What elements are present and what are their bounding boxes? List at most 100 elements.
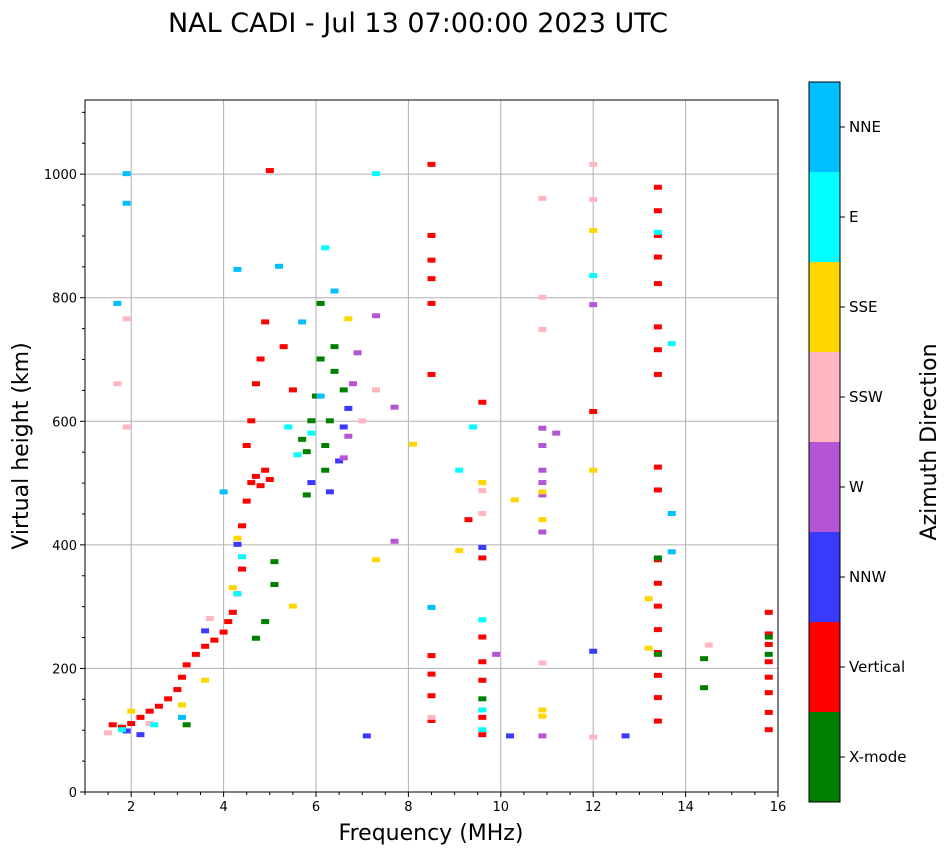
echo-mark-nne	[275, 263, 284, 269]
echo-mark-vertical	[653, 464, 662, 470]
colorbar-tick-label: SSW	[849, 388, 883, 406]
echo-mark-vertical	[256, 483, 265, 489]
echo-mark-w	[344, 433, 353, 439]
echo-mark-ssw	[589, 734, 598, 740]
echo-mark-nnw	[201, 628, 210, 634]
echo-mark-x-mode	[270, 582, 279, 588]
echo-mark-vertical	[136, 714, 145, 720]
echo-mark-e	[455, 467, 464, 473]
echo-mark-sse	[455, 548, 464, 554]
echo-mark-vertical	[653, 232, 662, 238]
echo-mark-sse	[344, 316, 353, 322]
echo-mark-vertical	[173, 687, 182, 693]
echo-mark-x-mode	[700, 656, 709, 662]
echo-mark-vertical	[256, 356, 265, 362]
echo-mark-sse	[538, 489, 547, 495]
echo-mark-ssw	[205, 616, 214, 621]
echo-mark-x-mode	[316, 356, 325, 362]
x-tick-label: 14	[677, 800, 694, 815]
echo-mark-nnw	[478, 544, 487, 550]
grid-lines	[85, 100, 779, 793]
echo-mark-nne	[298, 319, 307, 325]
echo-mark-e	[307, 430, 316, 436]
echo-mark-vertical	[261, 319, 270, 325]
echo-mark-vertical	[219, 629, 228, 635]
echo-mark-nne	[178, 714, 187, 720]
echo-mark-vertical	[427, 257, 436, 263]
echo-mark-vertical	[265, 476, 274, 482]
echo-mark-w	[390, 404, 399, 410]
colorbar-tick-label: SSE	[849, 298, 878, 316]
x-tick-label: 16	[770, 800, 787, 815]
echo-mark-vertical	[251, 381, 260, 387]
echo-mark-nnw	[506, 733, 515, 739]
echo-mark-x-mode	[653, 555, 662, 561]
echo-mark-vertical	[238, 523, 247, 529]
echo-mark-sse	[233, 535, 242, 541]
echo-mark-e	[117, 727, 126, 733]
echo-mark-vertical	[764, 659, 773, 665]
echo-mark-x-mode	[764, 651, 773, 657]
colorbar-segment	[809, 352, 840, 442]
x-tick-label: 2	[127, 800, 135, 815]
echo-mark-nnw	[325, 489, 334, 495]
echo-mark-vertical	[247, 480, 256, 486]
echo-mark-vertical	[478, 677, 487, 683]
echo-mark-w	[538, 467, 547, 473]
y-tick-label: 400	[52, 539, 77, 554]
echo-mark-nnw	[362, 733, 371, 739]
echo-mark-vertical	[228, 609, 237, 615]
echo-mark-x-mode	[339, 387, 348, 393]
echo-mark-ssw	[122, 316, 131, 322]
echo-mark-x-mode	[270, 559, 279, 565]
echo-mark-vertical	[182, 662, 191, 668]
echo-mark-sse	[644, 596, 653, 602]
echo-mark-e	[293, 452, 302, 458]
echo-mark-vertical	[164, 696, 173, 702]
echo-mark-w	[589, 302, 598, 308]
echo-mark-sse	[510, 497, 519, 503]
echo-mark-x-mode	[182, 722, 191, 728]
echo-mark-vertical	[653, 371, 662, 377]
echo-mark-e	[667, 341, 676, 347]
echo-mark-vertical	[427, 276, 436, 282]
echo-mark-sse	[538, 517, 547, 523]
echo-mark-nnw	[335, 458, 344, 464]
echo-mark-x-mode	[298, 436, 307, 442]
colorbar-segment	[809, 712, 840, 802]
echo-mark-w	[538, 425, 547, 431]
echo-mark-ssw	[372, 387, 381, 393]
echo-mark-vertical	[427, 693, 436, 699]
echo-mark-ssw	[589, 161, 598, 167]
echo-mark-e	[150, 722, 159, 728]
echo-mark-x-mode	[316, 300, 325, 306]
echo-mark-nnw	[344, 405, 353, 411]
echo-mark-vertical	[201, 643, 210, 649]
echo-mark-vertical	[427, 371, 436, 377]
echo-mark-vertical	[247, 418, 256, 424]
echo-mark-x-mode	[478, 696, 487, 702]
y-tick-label: 200	[52, 662, 77, 677]
colorbar-segment	[809, 172, 840, 262]
echo-mark-ssw	[538, 294, 547, 300]
echo-mark-vertical	[764, 609, 773, 615]
echo-mark-x-mode	[302, 492, 311, 498]
echo-mark-vertical	[279, 344, 288, 350]
echo-mark-ssw	[358, 418, 367, 424]
echo-mark-e	[284, 424, 293, 430]
colorbar-tick-label: E	[849, 208, 858, 226]
x-tick-label: 10	[493, 800, 510, 815]
echo-mark-x-mode	[700, 685, 709, 691]
echo-mark-vertical	[653, 184, 662, 190]
echo-mark-w	[372, 313, 381, 319]
echo-mark-nne	[122, 200, 131, 206]
echo-mark-vertical	[261, 467, 270, 473]
echo-mark-nne	[122, 171, 131, 177]
echo-mark-nne	[427, 604, 436, 610]
echo-mark-ssw	[478, 510, 487, 516]
echo-mark-x-mode	[325, 418, 334, 424]
colorbar: X-mode Vertical NNW W SSW SSE E NNE	[808, 81, 906, 803]
echo-mark-ssw	[538, 326, 547, 332]
echo-mark-vertical	[427, 653, 436, 659]
